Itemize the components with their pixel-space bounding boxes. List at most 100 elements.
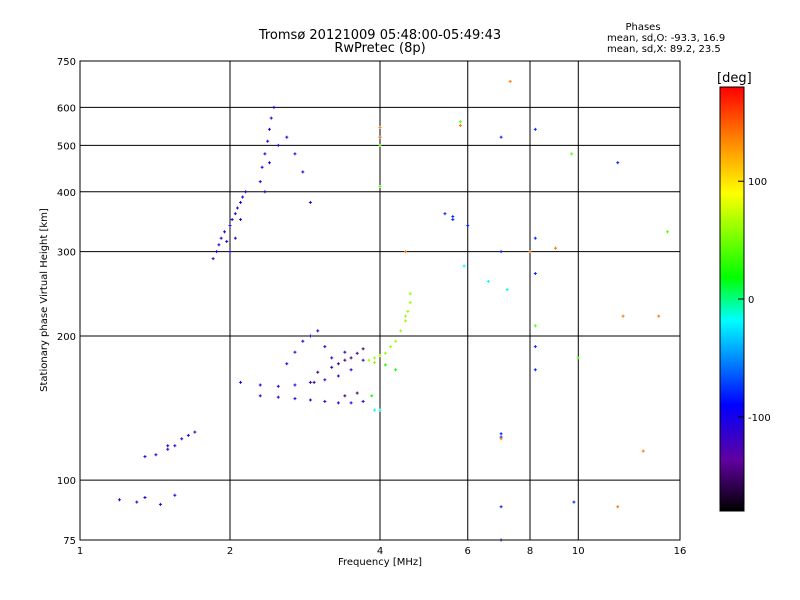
data-point [186, 433, 190, 437]
data-point [361, 358, 365, 362]
data-point [499, 505, 503, 509]
data-point [263, 152, 267, 156]
data-point [330, 365, 334, 369]
data-point [143, 495, 147, 499]
data-point [462, 264, 466, 268]
data-point [499, 250, 503, 254]
data-point [378, 408, 382, 412]
stats-line-x: mean, sd,X: 89.2, 23.5 [607, 44, 721, 55]
data-point [373, 408, 377, 412]
data-point [665, 230, 669, 234]
data-point [173, 444, 177, 448]
y-tick-label: 75 [63, 536, 76, 547]
data-point [486, 279, 490, 283]
y-tick-label: 300 [57, 248, 76, 259]
data-point [533, 345, 537, 349]
x-tick-label: 2 [227, 546, 233, 557]
data-point [217, 243, 221, 247]
data-point [266, 139, 270, 143]
data-point [233, 236, 237, 240]
x-tick-label: 10 [572, 546, 585, 557]
data-point [403, 250, 407, 254]
data-point [570, 152, 574, 156]
data-point [276, 395, 280, 399]
data-point [657, 314, 661, 318]
data-point [528, 250, 532, 254]
x-tick-label: 6 [465, 546, 471, 557]
data-point [336, 362, 340, 366]
y-tick-label: 400 [57, 188, 76, 199]
data-point [349, 356, 353, 360]
data-point [451, 215, 455, 219]
data-point [408, 300, 412, 304]
data-point [219, 236, 223, 240]
data-point [378, 125, 382, 129]
data-point [239, 218, 243, 222]
data-point [621, 314, 625, 318]
colorbar-label: [deg] [717, 71, 752, 86]
y-tick-label: 750 [57, 57, 76, 68]
data-point [533, 324, 537, 328]
data-point [533, 236, 537, 240]
colorbar-tick-label: -100 [748, 413, 771, 424]
data-point [394, 368, 398, 372]
data-point [180, 437, 184, 441]
data-point [263, 190, 267, 194]
data-point [267, 161, 271, 165]
data-point [378, 135, 382, 139]
data-point [235, 206, 239, 210]
data-point [499, 135, 503, 139]
data-point [323, 345, 327, 349]
data-point [343, 358, 347, 362]
data-point [373, 361, 377, 365]
data-point [293, 350, 297, 354]
data-point [361, 399, 365, 403]
data-point [239, 200, 243, 204]
data-point [367, 358, 371, 362]
data-point [173, 493, 177, 497]
data-point [383, 351, 387, 355]
data-point [466, 224, 470, 228]
data-point [285, 362, 289, 366]
data-point [301, 339, 305, 343]
data-point [576, 356, 580, 360]
data-point [383, 363, 387, 367]
chart-title: Tromsø 20121009 05:48:00-05:49:43 [258, 28, 502, 43]
data-point [399, 329, 403, 333]
data-point [211, 257, 215, 261]
data-point [323, 378, 327, 382]
data-point [293, 397, 297, 401]
data-point [403, 319, 407, 323]
data-point [355, 391, 359, 395]
data-point [616, 505, 620, 509]
data-point [225, 239, 229, 243]
data-point [258, 394, 262, 398]
data-point [193, 430, 197, 434]
x-tick-label: 16 [674, 546, 687, 557]
data-point [258, 180, 262, 184]
data-point [370, 394, 374, 398]
data-point [336, 401, 340, 405]
data-point [533, 272, 537, 276]
x-axis-label: Frequency [MHz] [337, 557, 423, 568]
data-point [343, 394, 347, 398]
data-point [361, 347, 365, 351]
data-point [373, 356, 377, 360]
data-point [616, 161, 620, 165]
data-point [406, 309, 410, 313]
data-point [533, 127, 537, 131]
x-tick-label: 4 [377, 546, 383, 557]
data-point [158, 502, 162, 506]
data-point [499, 437, 503, 441]
data-point [267, 127, 271, 131]
data-point [166, 447, 170, 451]
data-point [533, 368, 537, 372]
data-point [499, 432, 503, 436]
data-point [572, 500, 576, 504]
data-point [228, 250, 232, 254]
data-point [378, 185, 382, 189]
data-point [458, 124, 462, 128]
data-point [343, 350, 347, 354]
data-point [230, 218, 234, 222]
